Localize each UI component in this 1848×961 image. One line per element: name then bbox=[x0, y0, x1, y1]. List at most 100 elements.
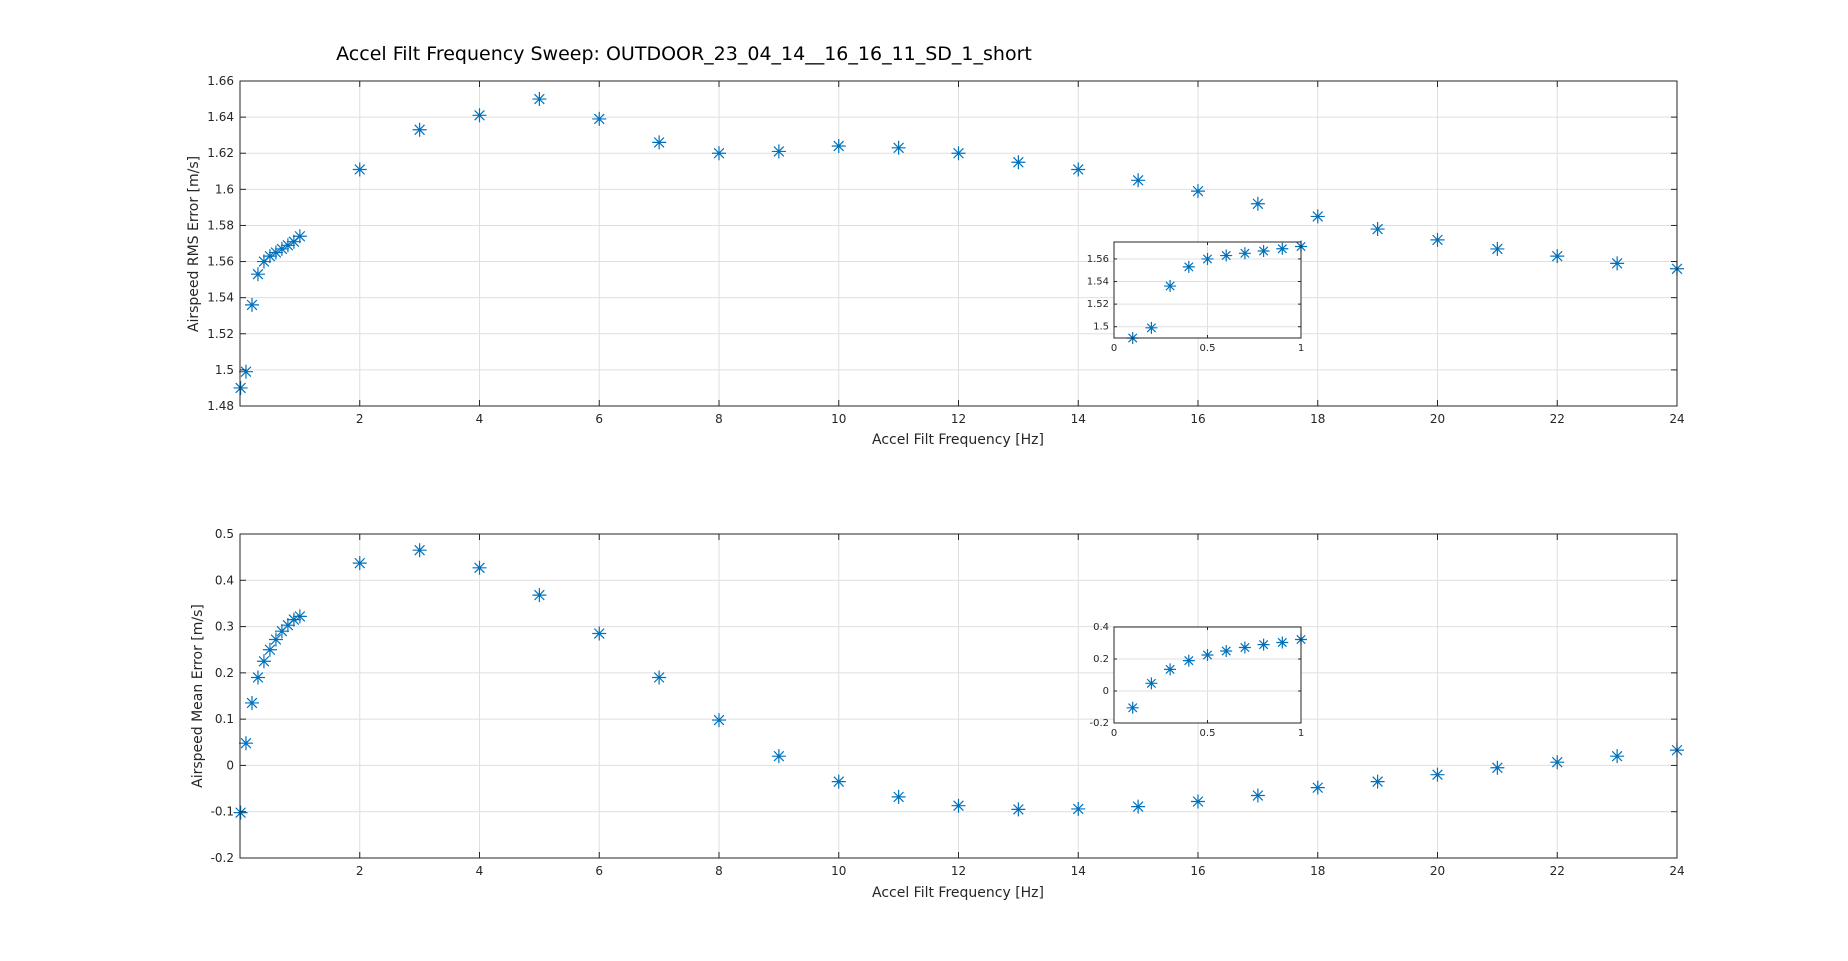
data-point bbox=[233, 805, 248, 820]
x-tick-label: 10 bbox=[831, 864, 846, 878]
x-tick-label: 22 bbox=[1550, 864, 1565, 878]
rms-error-plot: 2 4 6 8 10 12 14 16 18 20 22 241.481.51.521.541.561… bbox=[186, 74, 1685, 448]
data-point bbox=[250, 267, 265, 282]
data-point bbox=[274, 624, 289, 639]
data-point bbox=[1131, 799, 1146, 814]
data-point bbox=[1238, 641, 1251, 654]
x-tick-label: 18 bbox=[1310, 412, 1325, 426]
rms-x-axis-label: Accel Filt Frequency [Hz] bbox=[872, 432, 1044, 448]
data-point bbox=[256, 254, 271, 269]
y-tick-label: 1.56 bbox=[207, 255, 234, 269]
x-tick-label: 2 bbox=[356, 412, 364, 426]
mean-y-axis-label: Airspeed Mean Error [m/s] bbox=[190, 604, 206, 788]
mean-inset-markers bbox=[1126, 633, 1307, 714]
data-point bbox=[1610, 256, 1625, 271]
data-point bbox=[233, 380, 248, 395]
y-tick-label: 1.6 bbox=[215, 182, 234, 196]
data-point bbox=[1276, 636, 1289, 649]
x-tick-label: 24 bbox=[1669, 864, 1684, 878]
x-tick-label: 4 bbox=[476, 864, 484, 878]
x-tick-label: 6 bbox=[595, 412, 603, 426]
data-point bbox=[1164, 663, 1177, 676]
x-tick-label: 4 bbox=[476, 412, 484, 426]
x-tick-label: 22 bbox=[1550, 412, 1565, 426]
data-point bbox=[244, 297, 259, 312]
y-tick-label: 1.52 bbox=[207, 327, 234, 341]
data-point bbox=[1011, 155, 1026, 170]
data-point bbox=[592, 111, 607, 126]
data-point bbox=[1310, 209, 1325, 224]
data-point bbox=[1182, 654, 1195, 667]
y-tick-label: 1.5 bbox=[215, 363, 234, 377]
data-point bbox=[280, 238, 295, 253]
rms-inset: 0 0.5 1 1.5 1.52 1.54 1.56 bbox=[1087, 240, 1307, 354]
y-tick-label: 1.56 bbox=[1087, 254, 1109, 265]
figure-title: Accel Filt Frequency Sweep: OUTDOOR_23_0… bbox=[336, 43, 1032, 65]
data-point bbox=[1238, 247, 1251, 260]
rms-markers bbox=[233, 92, 1684, 395]
mean-ticks: 2 4 6 8 10 12 14 16 18 20 22 24-0.2-0.100.10.20.30.… bbox=[211, 527, 1685, 878]
y-tick-label: 1.5 bbox=[1093, 322, 1109, 333]
x-tick-label: 12 bbox=[951, 864, 966, 878]
data-point bbox=[274, 241, 289, 256]
data-point bbox=[891, 140, 906, 155]
data-point bbox=[412, 543, 427, 558]
data-point bbox=[352, 556, 367, 571]
data-point bbox=[1071, 162, 1086, 177]
x-tick-label: 20 bbox=[1430, 864, 1445, 878]
x-tick-label: 1 bbox=[1298, 343, 1304, 354]
y-tick-label: 1.52 bbox=[1087, 299, 1109, 310]
data-point bbox=[1011, 802, 1026, 817]
data-point bbox=[1220, 249, 1233, 262]
y-tick-label: -0.2 bbox=[211, 851, 234, 865]
data-point bbox=[771, 749, 786, 764]
data-point bbox=[256, 654, 271, 669]
x-tick-label: 0 bbox=[1111, 343, 1117, 354]
data-point bbox=[1430, 767, 1445, 782]
data-point bbox=[592, 626, 607, 641]
y-tick-label: 0.3 bbox=[215, 620, 234, 634]
x-tick-label: 12 bbox=[951, 412, 966, 426]
data-point bbox=[951, 146, 966, 161]
y-tick-label: 1.48 bbox=[207, 399, 234, 413]
data-point bbox=[532, 588, 547, 603]
y-tick-label: 0.2 bbox=[1093, 654, 1109, 665]
y-tick-label: 1.54 bbox=[1087, 277, 1109, 288]
data-point bbox=[652, 670, 667, 685]
data-point bbox=[1131, 173, 1146, 188]
y-tick-label: 1.64 bbox=[207, 110, 234, 124]
data-point bbox=[262, 249, 277, 264]
data-point bbox=[1071, 801, 1086, 816]
x-tick-label: 14 bbox=[1071, 412, 1086, 426]
data-point bbox=[831, 139, 846, 153]
mean-x-axis-label: Accel Filt Frequency [Hz] bbox=[872, 885, 1044, 901]
y-tick-label: 0 bbox=[1103, 686, 1109, 697]
rms-y-axis-label: Airspeed RMS Error [m/s] bbox=[186, 156, 202, 332]
data-point bbox=[1220, 645, 1233, 657]
x-tick-label: 2 bbox=[356, 864, 364, 878]
data-point bbox=[292, 609, 307, 624]
mean-markers bbox=[233, 543, 1684, 820]
data-point bbox=[262, 642, 277, 657]
data-point bbox=[831, 774, 846, 789]
data-point bbox=[286, 612, 301, 627]
y-tick-label: 0.4 bbox=[215, 573, 234, 587]
data-point bbox=[268, 245, 283, 260]
x-tick-label: 18 bbox=[1310, 864, 1325, 878]
data-point bbox=[280, 618, 295, 633]
data-point bbox=[1550, 755, 1565, 770]
x-tick-label: 14 bbox=[1071, 864, 1086, 878]
mean-inset: 0 0.5 1-0.200.20.4 bbox=[1089, 622, 1307, 739]
data-point bbox=[1550, 249, 1565, 264]
data-point bbox=[891, 789, 906, 804]
data-point bbox=[352, 162, 367, 177]
y-tick-label: 0.5 bbox=[215, 527, 234, 541]
y-tick-label: 1.58 bbox=[207, 218, 234, 232]
x-tick-label: 16 bbox=[1190, 412, 1205, 426]
y-tick-label: 0.4 bbox=[1093, 622, 1109, 633]
x-tick-label: 8 bbox=[715, 864, 723, 878]
data-point bbox=[1201, 649, 1214, 661]
data-point bbox=[1164, 280, 1177, 293]
data-point bbox=[1182, 260, 1195, 273]
